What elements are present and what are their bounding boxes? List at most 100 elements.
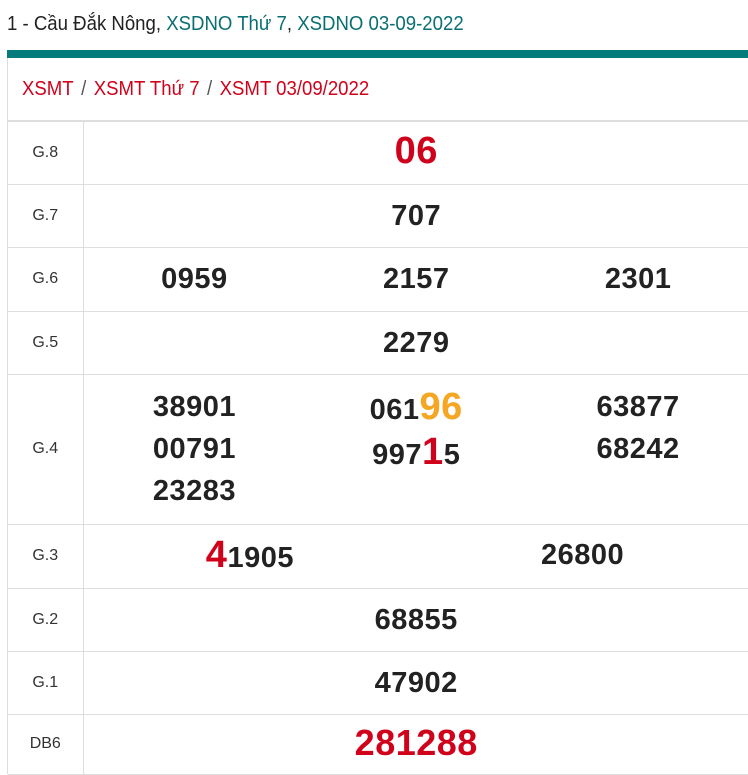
prize-label: G.1	[8, 651, 83, 714]
value-column: 06	[84, 130, 748, 175]
highlighted-digits: 1	[422, 431, 444, 473]
value-columns: 281288	[84, 722, 748, 767]
prize-number: 99715	[372, 431, 460, 476]
prize-number: 68242	[596, 428, 679, 470]
digits: 997	[372, 439, 422, 471]
results-panel: XSMT / XSMT Thứ 7 / XSMT 03/09/2022 G.8 06 G.7…	[7, 58, 748, 774]
breadcrumb-xsmt[interactable]: XSMT	[22, 78, 74, 100]
prize-values: 2279	[83, 311, 748, 374]
value-column: 2157	[305, 258, 527, 300]
prize-number: 281288	[355, 722, 478, 767]
prize-row-g7: G.7 707	[8, 184, 748, 247]
value-column: 2279	[84, 322, 748, 364]
value-column: 41905	[84, 534, 417, 579]
highlighted-digits: 96	[420, 386, 463, 428]
prize-values: 0959 2157 2301	[83, 247, 748, 311]
value-columns: 47902	[84, 662, 748, 704]
prize-values: 47902	[83, 651, 748, 714]
prize-label: G.3	[8, 524, 83, 588]
digits: 68855	[375, 604, 458, 636]
digits: 707	[391, 200, 441, 232]
title-link-xsdno-weekday[interactable]: XSDNO Thứ 7	[166, 13, 287, 35]
prize-number: 2157	[383, 258, 450, 300]
prize-values: 68855	[83, 588, 748, 651]
title-prefix: 1 - Cầu Đắk Nông,	[7, 13, 166, 35]
prize-row-g8: G.8 06	[8, 121, 748, 184]
highlighted-digits: 281288	[355, 722, 478, 763]
value-column: 2301	[527, 258, 748, 300]
prize-number: 2301	[605, 258, 672, 300]
value-columns: 707	[84, 195, 748, 237]
prize-label: G.6	[8, 247, 83, 311]
prize-row-g2: G.2 68855	[8, 588, 748, 651]
digits: 63877	[596, 391, 679, 423]
title-comma: ,	[287, 13, 297, 35]
prize-number: 47902	[375, 662, 458, 704]
prize-row-db6: DB6 281288	[8, 714, 748, 774]
digits: 0959	[161, 263, 228, 295]
prize-values: 707	[83, 184, 748, 247]
title-link-xsdno-date[interactable]: XSDNO 03-09-2022	[297, 13, 463, 35]
breadcrumb-separator: /	[207, 78, 212, 100]
breadcrumb-separator: /	[81, 78, 86, 100]
value-columns: 41905 26800	[84, 534, 748, 579]
digits: 38901	[153, 391, 236, 423]
value-columns: 2279	[84, 322, 748, 364]
prize-values: 06	[83, 121, 748, 184]
digits: 2279	[383, 327, 450, 359]
prize-label: G.5	[8, 311, 83, 374]
prize-label: G.4	[8, 374, 83, 524]
digits: 26800	[541, 539, 624, 571]
prize-number: 06196	[370, 386, 463, 431]
digits: 061	[370, 394, 420, 426]
highlighted-digits: 4	[206, 534, 228, 576]
breadcrumb: XSMT / XSMT Thứ 7 / XSMT 03/09/2022	[22, 78, 369, 101]
digits: 2301	[605, 263, 672, 295]
prize-number: 41905	[206, 534, 294, 579]
prize-row-g5: G.5 2279	[8, 311, 748, 374]
prize-number: 06	[395, 130, 438, 175]
prize-row-g1: G.1 47902	[8, 651, 748, 714]
digits: 00791	[153, 433, 236, 465]
value-column: 281288	[84, 722, 748, 767]
value-column: 47902	[84, 662, 748, 704]
prize-row-g3: G.3 41905 26800	[8, 524, 748, 588]
value-columns: 06	[84, 130, 748, 175]
value-columns: 0959 2157 2301	[84, 258, 748, 300]
prize-number: 00791	[153, 428, 236, 470]
value-column: 63877 68242	[527, 386, 748, 512]
prize-label: DB6	[8, 714, 83, 774]
value-column: 38901 00791 23283	[84, 386, 306, 512]
prize-number: 63877	[596, 386, 679, 428]
prize-row-g6: G.6 0959 2157 2301	[8, 247, 748, 311]
digits: 5	[444, 439, 461, 471]
prize-number: 707	[391, 195, 441, 237]
prize-label: G.2	[8, 588, 83, 651]
prize-label: G.7	[8, 184, 83, 247]
value-column: 26800	[416, 534, 748, 579]
prize-number: 38901	[153, 386, 236, 428]
prize-values: 41905 26800	[83, 524, 748, 588]
prize-number: 26800	[541, 534, 624, 576]
digits: 23283	[153, 475, 236, 507]
highlighted-digits: 06	[395, 130, 438, 172]
prize-label: G.8	[8, 121, 83, 184]
value-column: 707	[84, 195, 748, 237]
page-title: 1 - Cầu Đắk Nông, XSDNO Thứ 7, XSDNO 03-…	[7, 13, 464, 36]
breadcrumb-xsmt-date[interactable]: XSMT 03/09/2022	[220, 78, 370, 100]
prize-values: 281288	[83, 714, 748, 774]
value-columns: 68855	[84, 599, 748, 641]
prize-number: 23283	[153, 470, 236, 512]
prize-number: 2279	[383, 322, 450, 364]
prize-number: 68855	[375, 599, 458, 641]
digits: 47902	[375, 667, 458, 699]
breadcrumb-xsmt-weekday[interactable]: XSMT Thứ 7	[94, 78, 200, 100]
value-column: 0959	[84, 258, 306, 300]
value-column: 68855	[84, 599, 748, 641]
digits: 68242	[596, 433, 679, 465]
digits: 1905	[227, 542, 294, 574]
